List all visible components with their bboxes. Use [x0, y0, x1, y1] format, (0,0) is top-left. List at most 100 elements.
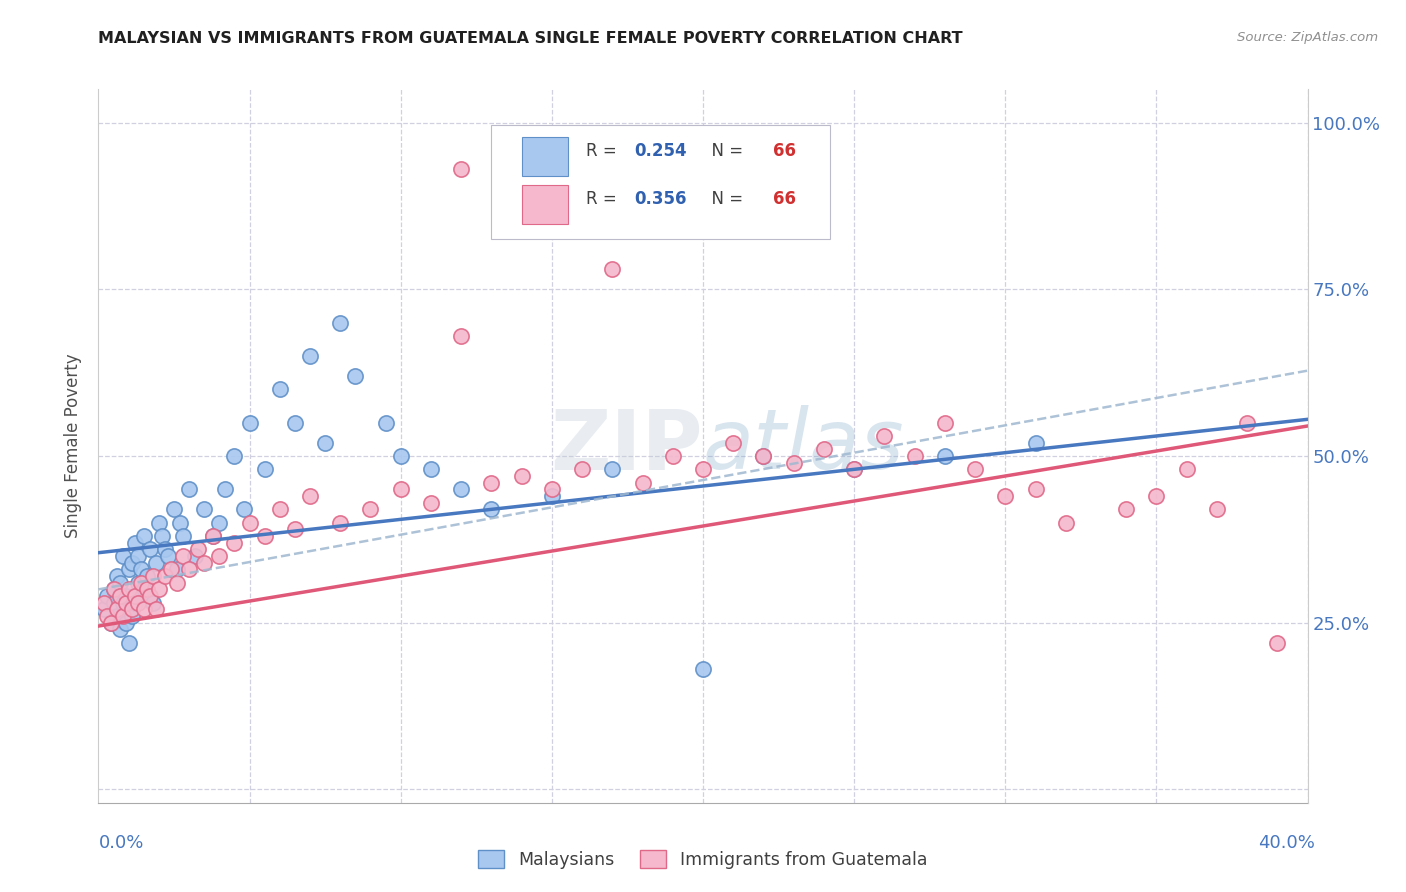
Point [142, 596, 165, 610]
Point [127, 596, 149, 610]
Point [118, 602, 141, 616]
Point [193, 556, 215, 570]
Point [135, 569, 157, 583]
Point [193, 502, 215, 516]
Point [239, 416, 262, 430]
Point [105, 602, 128, 616]
Point [111, 609, 134, 624]
Point [114, 615, 136, 630]
Point [994, 489, 1017, 503]
Point [132, 602, 155, 616]
Point [389, 483, 412, 497]
Point [571, 462, 593, 476]
Point [314, 435, 336, 450]
Point [208, 516, 231, 530]
Point [121, 602, 143, 616]
Point [179, 483, 201, 497]
Point [124, 596, 146, 610]
Point [752, 449, 775, 463]
Point [752, 449, 775, 463]
Point [232, 502, 254, 516]
Point [100, 615, 122, 630]
Point [124, 535, 146, 549]
Text: R =: R = [586, 143, 621, 161]
Y-axis label: Single Female Poverty: Single Female Poverty [65, 354, 83, 538]
Point [934, 449, 956, 463]
Point [118, 636, 141, 650]
Point [214, 483, 236, 497]
Point [253, 462, 276, 476]
Point [450, 483, 472, 497]
Text: 66: 66 [773, 143, 796, 161]
Point [108, 623, 131, 637]
Point [1024, 435, 1046, 450]
Point [96, 609, 118, 624]
Point [179, 562, 201, 576]
Point [602, 462, 624, 476]
Point [344, 368, 367, 383]
Point [129, 562, 152, 576]
Point [299, 489, 322, 503]
Point [284, 416, 307, 430]
Point [160, 562, 183, 576]
Point [127, 549, 149, 563]
Point [253, 529, 276, 543]
Bar [522, 137, 568, 177]
Point [129, 589, 152, 603]
Point [150, 529, 173, 543]
Point [389, 449, 412, 463]
Point [510, 469, 533, 483]
Point [269, 502, 291, 516]
Text: N =: N = [700, 143, 748, 161]
Point [934, 416, 956, 430]
Point [540, 489, 562, 503]
Point [692, 662, 714, 676]
Point [148, 582, 170, 597]
Point [121, 609, 143, 624]
Text: MALAYSIAN VS IMMIGRANTS FROM GUATEMALA SINGLE FEMALE POVERTY CORRELATION CHART: MALAYSIAN VS IMMIGRANTS FROM GUATEMALA S… [98, 31, 963, 46]
Point [284, 522, 307, 536]
Point [103, 582, 125, 597]
Point [121, 556, 143, 570]
Point [904, 449, 927, 463]
Point [145, 556, 167, 570]
Point [239, 516, 262, 530]
Legend: Malaysians, Immigrants from Guatemala: Malaysians, Immigrants from Guatemala [471, 844, 935, 876]
Point [1115, 502, 1137, 516]
Point [172, 549, 194, 563]
Text: atlas: atlas [703, 406, 904, 486]
Point [139, 589, 162, 603]
Point [329, 516, 352, 530]
Point [208, 549, 231, 563]
Point [93, 602, 115, 616]
Point [153, 569, 176, 583]
Point [631, 475, 654, 490]
Point [100, 615, 122, 630]
Point [132, 582, 155, 597]
Point [184, 549, 207, 563]
Point [450, 162, 472, 177]
Point [153, 542, 176, 557]
Point [602, 262, 624, 277]
Text: ZIP: ZIP [551, 406, 703, 486]
Point [108, 575, 131, 590]
Point [450, 329, 472, 343]
Point [965, 462, 987, 476]
Point [105, 569, 128, 583]
Point [540, 483, 562, 497]
Point [103, 596, 125, 610]
Point [156, 549, 179, 563]
Point [127, 575, 149, 590]
Point [163, 502, 186, 516]
Text: 0.356: 0.356 [634, 190, 686, 208]
Point [1144, 489, 1167, 503]
Point [111, 596, 134, 610]
Point [135, 582, 157, 597]
Point [93, 596, 115, 610]
Point [1175, 462, 1198, 476]
Point [299, 349, 322, 363]
Point [166, 575, 188, 590]
Point [202, 529, 225, 543]
Point [692, 462, 714, 476]
Text: R =: R = [586, 190, 621, 208]
